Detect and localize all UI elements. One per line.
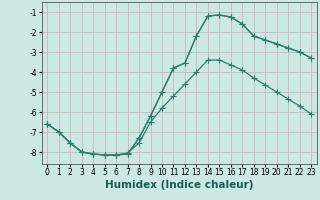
X-axis label: Humidex (Indice chaleur): Humidex (Indice chaleur) [105, 180, 253, 190]
